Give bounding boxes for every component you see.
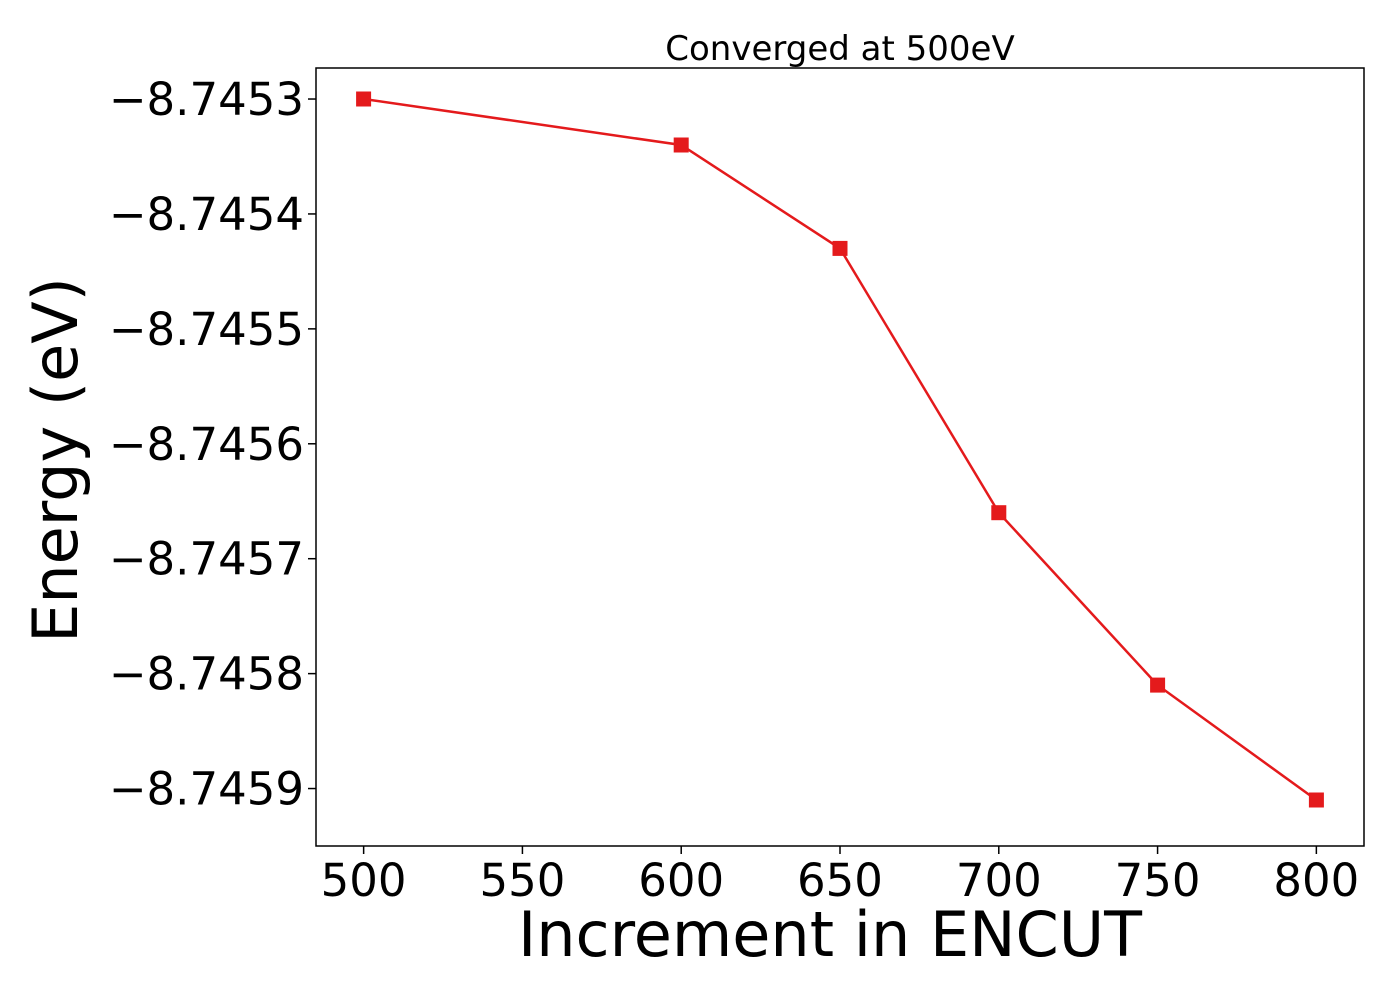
data-point-marker <box>991 505 1007 521</box>
y-axis-title: Energy (eV) <box>19 277 92 643</box>
chart-title: Converged at 500eV <box>665 29 1014 69</box>
data-point-marker <box>673 137 689 153</box>
x-tick-label: 600 <box>638 854 724 907</box>
y-tick-label: −8.7457 <box>109 533 304 586</box>
series-line <box>363 97 1318 802</box>
y-tick-label: −8.7456 <box>109 418 304 471</box>
y-tick-label: −8.7454 <box>109 188 304 241</box>
y-axis: −8.7453 −8.7454 −8.7455 −8.7456 −8.7457 −8.74… <box>109 73 316 816</box>
data-point-marker <box>1150 677 1166 693</box>
y-tick-label: −8.7453 <box>109 73 304 126</box>
series-layer <box>356 91 1324 808</box>
x-tick-label: 800 <box>1273 854 1359 907</box>
data-point-marker <box>1308 792 1324 808</box>
y-tick-label: −8.7459 <box>109 763 304 816</box>
y-tick-label: −8.7458 <box>109 648 304 701</box>
data-point-marker <box>832 240 848 256</box>
data-point-marker <box>356 91 372 107</box>
x-tick-label: 550 <box>479 854 565 907</box>
x-axis-title: Increment in ENCUT <box>518 898 1143 971</box>
x-axis: 500 550 600 650 700 750 800 <box>321 846 1359 907</box>
x-tick-label: 500 <box>321 854 407 907</box>
y-tick-label: −8.7455 <box>109 303 304 356</box>
x-tick-label: 650 <box>797 854 883 907</box>
x-tick-label: 700 <box>956 854 1042 907</box>
plot-area <box>315 67 1365 847</box>
x-tick-label: 750 <box>1115 854 1201 907</box>
